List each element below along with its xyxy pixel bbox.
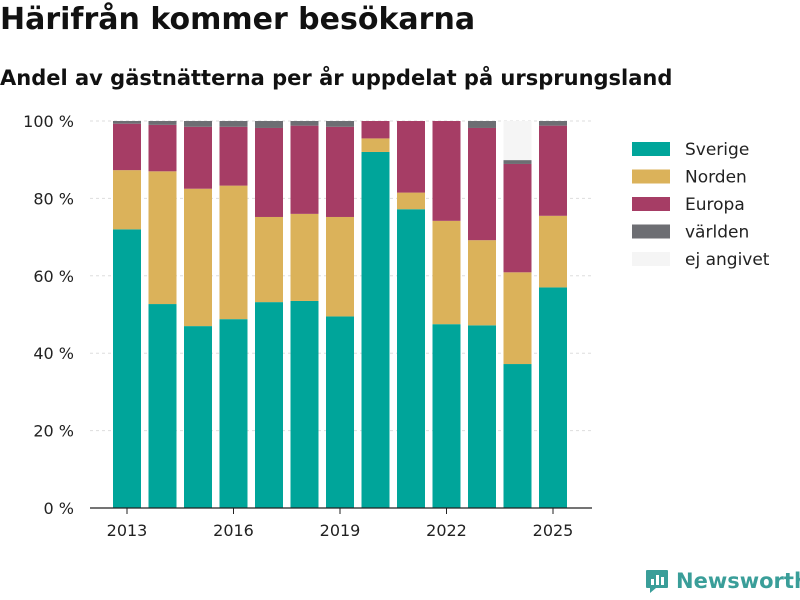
bar-segment bbox=[326, 216, 354, 317]
legend-label: Norden bbox=[685, 168, 747, 188]
bar-segment bbox=[397, 121, 425, 193]
x-axis-ticks: 2013 2016 2019 2022 2025 bbox=[107, 508, 574, 540]
y-axis-ticks: 0 % 20 % 40 % 60 % 80 % 100 % bbox=[23, 112, 74, 518]
legend-label: ej angivet bbox=[685, 250, 770, 270]
legend-swatch bbox=[632, 169, 670, 184]
x-tick-label: 2025 bbox=[533, 521, 574, 540]
chart-subtitle: Andel av gästnätterna per år uppdelat på… bbox=[0, 66, 673, 90]
bar-segment bbox=[503, 272, 532, 365]
y-tick-label: 40 % bbox=[33, 344, 74, 363]
bar-segment bbox=[468, 121, 496, 128]
legend-label: Sverige bbox=[685, 140, 749, 160]
legend-swatch bbox=[632, 142, 670, 156]
bar-segment bbox=[503, 364, 532, 508]
bar-segment bbox=[113, 170, 141, 230]
bar-segment bbox=[361, 151, 390, 508]
y-tick-label: 60 % bbox=[33, 267, 74, 286]
bar-segment bbox=[432, 121, 461, 221]
bar-segment bbox=[255, 127, 283, 217]
bar-segment bbox=[503, 163, 532, 273]
bar-segment bbox=[113, 121, 141, 124]
bar-segment bbox=[361, 138, 390, 152]
bar-segment bbox=[184, 121, 212, 127]
bar-segment bbox=[184, 126, 212, 189]
y-tick-label: 20 % bbox=[33, 422, 74, 441]
bar-segment bbox=[255, 121, 283, 128]
newsworthy-logo-icon bbox=[646, 570, 668, 593]
y-tick-label: 0 % bbox=[44, 499, 74, 518]
bar-segment bbox=[113, 123, 141, 171]
bar-segment bbox=[184, 188, 212, 327]
legend-swatch bbox=[632, 252, 670, 266]
bar-segment bbox=[255, 216, 283, 303]
bar-segment bbox=[539, 121, 567, 126]
bars-group bbox=[113, 121, 567, 509]
bar-segment bbox=[148, 121, 177, 125]
y-tick-label: 80 % bbox=[33, 189, 74, 208]
bar-segment bbox=[468, 127, 496, 241]
bar-segment bbox=[397, 209, 425, 508]
bar-segment bbox=[290, 213, 319, 301]
bar-segment bbox=[290, 300, 319, 508]
newsworthy-logo: Newsworthy bbox=[644, 568, 800, 594]
bar-segment bbox=[539, 125, 567, 216]
bar-segment bbox=[148, 304, 177, 508]
legend-label: Europa bbox=[685, 195, 745, 215]
legend-swatch bbox=[632, 224, 670, 239]
bar-segment bbox=[468, 240, 496, 326]
x-tick-label: 2013 bbox=[107, 521, 148, 540]
bar-segment bbox=[503, 121, 532, 161]
y-tick-label: 100 % bbox=[23, 112, 74, 131]
bar-segment bbox=[503, 160, 532, 164]
bar-segment bbox=[148, 171, 177, 305]
bar-segment bbox=[361, 121, 390, 139]
bar-segment bbox=[219, 126, 248, 186]
bar-segment bbox=[432, 324, 461, 508]
legend-swatch bbox=[632, 197, 670, 211]
bar-segment bbox=[255, 302, 283, 508]
bar-segment bbox=[468, 325, 496, 508]
bar-segment bbox=[219, 185, 248, 320]
bar-segment bbox=[184, 326, 212, 508]
newsworthy-logo-text: Newsworthy bbox=[676, 569, 800, 593]
bar-segment bbox=[326, 126, 354, 217]
bar-segment bbox=[397, 192, 425, 210]
bar-segment bbox=[113, 229, 141, 509]
bar-segment bbox=[290, 121, 319, 126]
bar-segment bbox=[326, 316, 354, 508]
bar-segment bbox=[219, 121, 248, 127]
legend-label: världen bbox=[685, 223, 749, 243]
x-tick-label: 2019 bbox=[320, 521, 361, 540]
bar-segment bbox=[148, 124, 177, 172]
bar-segment bbox=[219, 319, 248, 508]
x-tick-label: 2022 bbox=[426, 521, 467, 540]
legend: Sverige Norden Europa världen ej angivet bbox=[632, 140, 770, 270]
bar-segment bbox=[432, 220, 461, 325]
bar-segment bbox=[290, 125, 319, 214]
bar-segment bbox=[539, 215, 567, 288]
bar-segment bbox=[539, 287, 567, 508]
bar-segment bbox=[326, 121, 354, 127]
chart-title: Härifrån kommer besökarna bbox=[0, 2, 476, 37]
x-tick-label: 2016 bbox=[213, 521, 254, 540]
